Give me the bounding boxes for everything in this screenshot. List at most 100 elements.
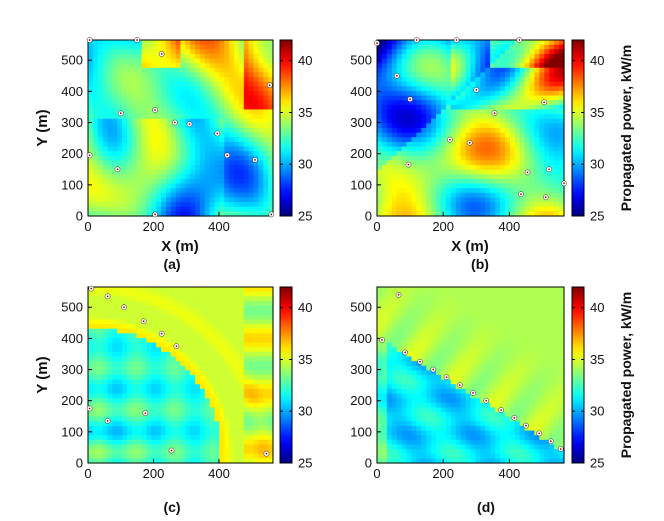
heatmap-cell (97, 458, 104, 464)
heatmap-cell (151, 104, 157, 111)
heatmap-cell (88, 421, 94, 427)
heatmap-cell (436, 333, 442, 339)
heatmap-cell (195, 324, 201, 330)
heatmap-cell (146, 165, 152, 171)
y-tick-label: 300 (61, 362, 83, 377)
heatmap-cell (258, 314, 264, 321)
heatmap-cell (381, 118, 388, 124)
heatmap-cell (243, 296, 250, 302)
heatmap-cell (190, 165, 196, 171)
heatmap-cell (190, 412, 196, 418)
heatmap-cell (416, 206, 422, 212)
heatmap-cell (500, 77, 506, 83)
heatmap-cell (112, 188, 118, 194)
heatmap-cell (534, 300, 540, 307)
heatmap-cell (229, 72, 235, 78)
heatmap-cell (377, 342, 383, 348)
heatmap-cell (92, 351, 99, 358)
heatmap-cell (460, 58, 467, 64)
heatmap-cell (156, 361, 162, 367)
heatmap-cell (263, 174, 269, 180)
heatmap-cell (529, 118, 536, 124)
heatmap-cell (416, 49, 422, 55)
heatmap-cell (88, 458, 94, 464)
heatmap-cell (214, 305, 221, 311)
heatmap-cell (229, 435, 235, 441)
heatmap-cell (102, 141, 109, 148)
heatmap-cell (495, 188, 501, 194)
heatmap-cell (534, 328, 540, 334)
heatmap-cell (416, 310, 422, 316)
heatmap-cell (185, 449, 191, 455)
heatmap-cell (126, 67, 133, 74)
heatmap-cell (97, 393, 104, 399)
heatmap-cell (112, 425, 118, 432)
heatmap-cell (258, 165, 264, 171)
heatmap-cell (450, 291, 457, 297)
y-tick-label: 0 (76, 456, 83, 471)
heatmap-cell (509, 206, 516, 212)
heatmap-cell (190, 160, 196, 166)
heatmap-cell (470, 118, 477, 124)
heatmap-cell (381, 146, 388, 152)
heatmap-cell (248, 211, 255, 217)
heatmap-cell (465, 169, 472, 175)
heatmap-cell (391, 146, 398, 152)
heatmap-cell (377, 44, 383, 50)
heatmap-cell (180, 379, 186, 385)
heatmap-cell (426, 192, 432, 199)
heatmap-cell (436, 104, 442, 111)
heatmap-cell (431, 86, 437, 92)
heatmap-cell (490, 314, 496, 321)
heatmap-cell (185, 178, 191, 185)
heatmap-cell (495, 202, 501, 208)
heatmap-cell (500, 104, 506, 111)
heatmap-cell (263, 444, 269, 450)
buoy-center (455, 39, 458, 41)
heatmap-cell (391, 197, 398, 203)
heatmap-cell (485, 160, 491, 166)
heatmap-cell (470, 333, 477, 339)
heatmap-cell (131, 287, 138, 293)
heatmap-cell (258, 370, 264, 376)
heatmap-cell (431, 104, 437, 111)
heatmap-cell (450, 90, 457, 97)
heatmap-cell (170, 174, 177, 180)
heatmap-cell (126, 165, 133, 171)
heatmap-cell (141, 430, 148, 436)
heatmap-cell (411, 319, 417, 325)
heatmap-cell (534, 67, 540, 74)
heatmap-cell (209, 370, 216, 376)
heatmap-cell (195, 141, 201, 148)
heatmap-cell (126, 104, 133, 111)
heatmap-cell (224, 407, 230, 413)
heatmap-cell (411, 324, 417, 330)
heatmap-cell (436, 165, 442, 171)
heatmap-cell (529, 169, 536, 175)
heatmap-cell (401, 151, 408, 157)
heatmap-cell (544, 146, 550, 152)
heatmap-cell (426, 95, 432, 101)
heatmap-cell (131, 40, 138, 46)
heatmap-cell (122, 393, 128, 399)
heatmap-cell (112, 287, 118, 293)
heatmap-cell (88, 174, 94, 180)
heatmap-cell (131, 328, 138, 334)
heatmap-cell (436, 132, 442, 138)
heatmap-cell (519, 72, 526, 78)
heatmap-cell (204, 337, 211, 344)
y-tick-label: 500 (61, 53, 83, 68)
heatmap-cell (107, 123, 113, 129)
heatmap-cell (92, 370, 99, 376)
heatmap-cell (122, 86, 128, 92)
heatmap-cell (146, 388, 152, 395)
heatmap-cell (156, 430, 162, 436)
heatmap-cell (214, 90, 221, 97)
heatmap-cell (199, 206, 206, 212)
heatmap-cell (559, 104, 565, 111)
heatmap-cell (151, 183, 157, 189)
heatmap-cell (238, 347, 245, 353)
heatmap-cell (141, 160, 148, 166)
heatmap-cell (170, 44, 177, 50)
heatmap-cell (126, 49, 133, 55)
